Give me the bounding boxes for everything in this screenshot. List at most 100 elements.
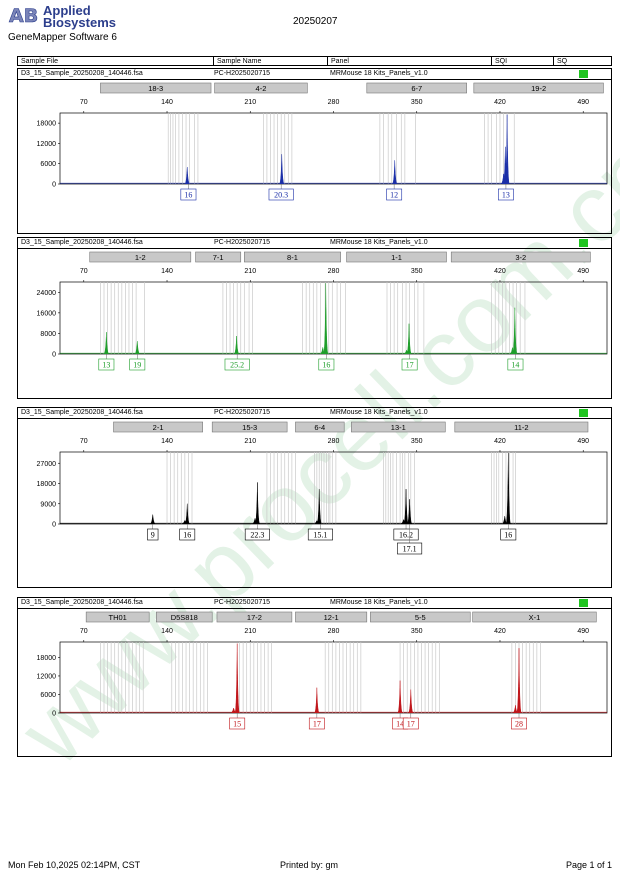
allele-label-box — [179, 528, 196, 541]
x-tick-label: 350 — [411, 268, 423, 275]
x-tick-label: 210 — [244, 628, 256, 635]
x-tick-label: 420 — [494, 99, 506, 106]
x-tick-label: 420 — [494, 268, 506, 275]
y-tick-label: 24000 — [37, 290, 57, 297]
applied-biosystems-logo: AB — [8, 4, 42, 26]
panel-name: MRMouse 18 Kits_Panels_v1.0 — [330, 70, 428, 77]
peak — [184, 167, 190, 185]
locus-marker-label: 13-1 — [391, 423, 406, 432]
sample-name: PC-H2025020715 — [214, 409, 271, 416]
locus-marker-label: 6-4 — [314, 423, 325, 432]
x-tick-label: 420 — [494, 438, 506, 445]
x-tick-label: 350 — [411, 99, 423, 106]
peak — [397, 680, 403, 714]
plot-frame — [59, 112, 608, 185]
x-tick-label: 70 — [80, 628, 88, 635]
peak — [234, 643, 240, 714]
electropherogram-panel-blue: D3_15_Sample_20250208_140446.fsa PC-H202… — [17, 68, 612, 234]
sample-file: D3_15_Sample_20250208_140446.fsa — [21, 409, 143, 416]
sq-status-indicator — [579, 409, 588, 417]
x-tick-label: 210 — [244, 99, 256, 106]
allele-label-box — [307, 528, 333, 541]
allele-label: 15 — [233, 720, 241, 729]
col-sq: SQ — [557, 58, 568, 65]
allele-label-box — [147, 528, 159, 541]
x-tick-label: 350 — [411, 438, 423, 445]
col-sqi: SQI — [492, 57, 554, 66]
allele-label-box — [402, 717, 419, 730]
x-tick-label: 490 — [577, 628, 589, 635]
locus-marker-bar — [346, 251, 447, 263]
y-tick-label: 0 — [52, 182, 56, 189]
electropherogram-panel-green: D3_15_Sample_20250208_140446.fsa PC-H202… — [17, 237, 612, 399]
locus-marker-label: 3-2 — [515, 253, 526, 262]
x-tick-label: 490 — [577, 268, 589, 275]
allele-label: 12 — [390, 191, 398, 200]
locus-marker-bar — [156, 611, 213, 623]
logo-mark: AB — [9, 5, 38, 26]
chart-svg: TH01 D5S818 17-2 12-1 5-5 X-170 140 210 280 350 42… — [37, 611, 608, 730]
allele-label-box — [511, 717, 527, 730]
y-tick-label: 12000 — [37, 141, 57, 148]
x-tick-label: 210 — [244, 268, 256, 275]
sample-info-row: D3_15_Sample_20250208_140446.fsa PC-H202… — [18, 598, 611, 609]
peak — [150, 514, 156, 525]
locus-marker-label: 11-2 — [514, 423, 528, 432]
allele-label: 16 — [504, 531, 512, 540]
locus-marker-bar — [214, 82, 308, 94]
col-sample-file: Sample File — [18, 57, 214, 66]
allele-label-box — [129, 358, 146, 371]
locus-marker-bar — [195, 251, 242, 263]
peak — [279, 154, 285, 185]
x-tick-label: 350 — [411, 628, 423, 635]
y-tick-label: 0 — [52, 522, 56, 529]
sq-status-indicator — [579, 239, 588, 247]
allele-label: 13 — [102, 361, 110, 370]
locus-marker-bar — [370, 611, 471, 623]
peak — [407, 499, 413, 525]
locus-marker-label: 12-1 — [324, 613, 339, 622]
y-tick-label: 27000 — [37, 461, 57, 468]
software-name: GeneMapper Software 6 — [8, 32, 117, 43]
y-tick-label: 0 — [52, 711, 56, 718]
locus-marker-bar — [454, 421, 589, 433]
y-tick-label: 12000 — [37, 673, 57, 680]
x-tick-label: 210 — [244, 438, 256, 445]
y-tick-label: 16000 — [37, 310, 57, 317]
allele-label-box — [397, 542, 423, 555]
peak — [513, 705, 518, 714]
y-tick-label: 0 — [52, 352, 56, 359]
peak — [254, 482, 260, 525]
plot-frame — [59, 641, 608, 714]
peak — [231, 708, 237, 714]
locus-marker-bar — [89, 251, 192, 263]
allele-label-box — [386, 188, 403, 201]
locus-marker-label: 1-1 — [391, 253, 402, 262]
x-tick-label: 280 — [328, 99, 340, 106]
peak — [316, 489, 322, 525]
x-tick-label: 70 — [80, 438, 88, 445]
x-tick-label: 490 — [577, 99, 589, 106]
locus-marker-label: 18-3 — [148, 84, 163, 93]
allele-label-box — [224, 358, 250, 371]
sample-file: D3_15_Sample_20250208_140446.fsa — [21, 599, 143, 606]
col-panel: Panel — [328, 57, 492, 66]
x-tick-label: 280 — [328, 268, 340, 275]
allele-label-box — [401, 358, 418, 371]
x-tick-label: 140 — [161, 438, 173, 445]
allele-label-box — [244, 528, 270, 541]
brand-name: Applied Biosystems — [43, 4, 116, 30]
peak — [406, 323, 412, 355]
peak — [134, 341, 140, 355]
y-tick-label: 8000 — [40, 331, 56, 338]
peak — [103, 332, 109, 355]
locus-marker-label: D5S818 — [171, 613, 198, 622]
sq-status-indicator — [579, 599, 588, 607]
sq-status-indicator — [579, 70, 588, 78]
allele-label: 15.1 — [313, 531, 327, 540]
locus-marker-label: 8-1 — [287, 253, 298, 262]
column-header-row: Sample File Sample Name Panel SQI SQ — [17, 56, 612, 66]
brand-line-2: Biosystems — [43, 15, 116, 30]
panel-name: MRMouse 18 Kits_Panels_v1.0 — [330, 409, 428, 416]
locus-marker-label: 19-2 — [531, 84, 546, 93]
